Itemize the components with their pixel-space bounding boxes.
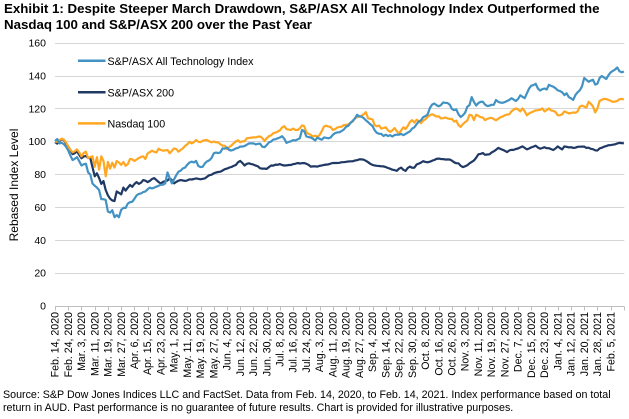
svg-text:Jul. 24, 2020: Jul. 24, 2020 [301,312,313,373]
svg-text:Dec. 23, 2020: Dec. 23, 2020 [539,312,551,378]
svg-text:Dec. 15, 2020: Dec. 15, 2020 [526,312,538,378]
svg-text:Jul. 8, 2020: Jul. 8, 2020 [275,312,287,367]
svg-text:Mar. 11, 2020: Mar. 11, 2020 [89,312,101,376]
svg-text:Aug. 11, 2020: Aug. 11, 2020 [327,312,339,377]
svg-text:Apr. 6, 2020: Apr. 6, 2020 [129,312,141,369]
svg-text:Nov. 11, 2020: Nov. 11, 2020 [473,312,485,376]
svg-text:Jun. 4, 2020: Jun. 4, 2020 [222,312,234,370]
svg-text:Feb. 24, 2020: Feb. 24, 2020 [63,312,75,377]
svg-text:Jan. 4, 2021: Jan. 4, 2021 [552,312,564,370]
svg-text:Sep. 14, 2020: Sep. 14, 2020 [380,312,392,378]
svg-text:40: 40 [34,235,46,247]
svg-text:Jul. 16, 2020: Jul. 16, 2020 [288,312,300,373]
svg-text:S&P/ASX 200: S&P/ASX 200 [108,87,175,99]
svg-text:140: 140 [28,70,46,82]
svg-text:Jan. 28, 2021: Jan. 28, 2021 [592,312,604,376]
svg-text:May. 27, 2020: May. 27, 2020 [208,312,220,378]
svg-text:Mar. 19, 2020: Mar. 19, 2020 [103,312,115,377]
svg-text:Apr. 15, 2020: Apr. 15, 2020 [142,312,154,375]
svg-text:Aug. 3, 2020: Aug. 3, 2020 [314,312,326,372]
svg-text:Jun. 22, 2020: Jun. 22, 2020 [248,312,260,376]
svg-text:Sep. 4, 2020: Sep. 4, 2020 [367,312,379,372]
svg-text:160: 160 [28,38,46,50]
svg-text:Nov. 3, 2020: Nov. 3, 2020 [460,312,472,371]
svg-text:Jan. 20, 2021: Jan. 20, 2021 [579,312,591,376]
svg-text:Mar. 27, 2020: Mar. 27, 2020 [116,312,128,377]
svg-text:120: 120 [28,103,46,115]
svg-text:Nasdaq 100: Nasdaq 100 [108,118,166,130]
svg-text:Oct. 26, 2020: Oct. 26, 2020 [447,312,459,376]
svg-text:Feb. 14, 2020: Feb. 14, 2020 [50,312,62,377]
svg-text:Aug. 19, 2020: Aug. 19, 2020 [341,312,353,378]
svg-text:60: 60 [34,202,46,214]
svg-text:Aug. 27, 2020: Aug. 27, 2020 [354,312,366,378]
svg-text:Dec. 7, 2020: Dec. 7, 2020 [513,312,525,372]
svg-text:May. 1, 2020: May. 1, 2020 [169,312,181,373]
svg-text:20: 20 [34,268,46,280]
svg-text:80: 80 [34,169,46,181]
svg-text:Sep. 30, 2020: Sep. 30, 2020 [407,312,419,378]
svg-text:100: 100 [28,136,46,148]
svg-text:Nov. 19, 2020: Nov. 19, 2020 [486,312,498,377]
svg-text:Sep. 22, 2020: Sep. 22, 2020 [394,312,406,378]
svg-text:May. 11, 2020: May. 11, 2020 [182,312,194,378]
svg-text:0: 0 [40,301,46,313]
svg-text:Nov. 27, 2020: Nov. 27, 2020 [499,312,511,377]
svg-text:Apr. 23, 2020: Apr. 23, 2020 [155,312,167,375]
svg-text:Mar. 3, 2020: Mar. 3, 2020 [76,312,88,371]
svg-text:Jun. 30, 2020: Jun. 30, 2020 [261,312,273,376]
svg-text:S&P/ASX All Technology Index: S&P/ASX All Technology Index [108,56,255,68]
svg-text:Oct. 16, 2020: Oct. 16, 2020 [433,312,445,376]
svg-text:Feb. 5, 2021: Feb. 5, 2021 [605,312,617,372]
svg-text:Oct. 8, 2020: Oct. 8, 2020 [420,312,432,370]
svg-text:Jun. 12, 2020: Jun. 12, 2020 [235,312,247,376]
svg-text:Jan. 12, 2021: Jan. 12, 2021 [566,312,578,376]
svg-text:Rebased Index Level: Rebased Index Level [7,129,21,242]
svg-text:May. 19, 2020: May. 19, 2020 [195,312,207,378]
